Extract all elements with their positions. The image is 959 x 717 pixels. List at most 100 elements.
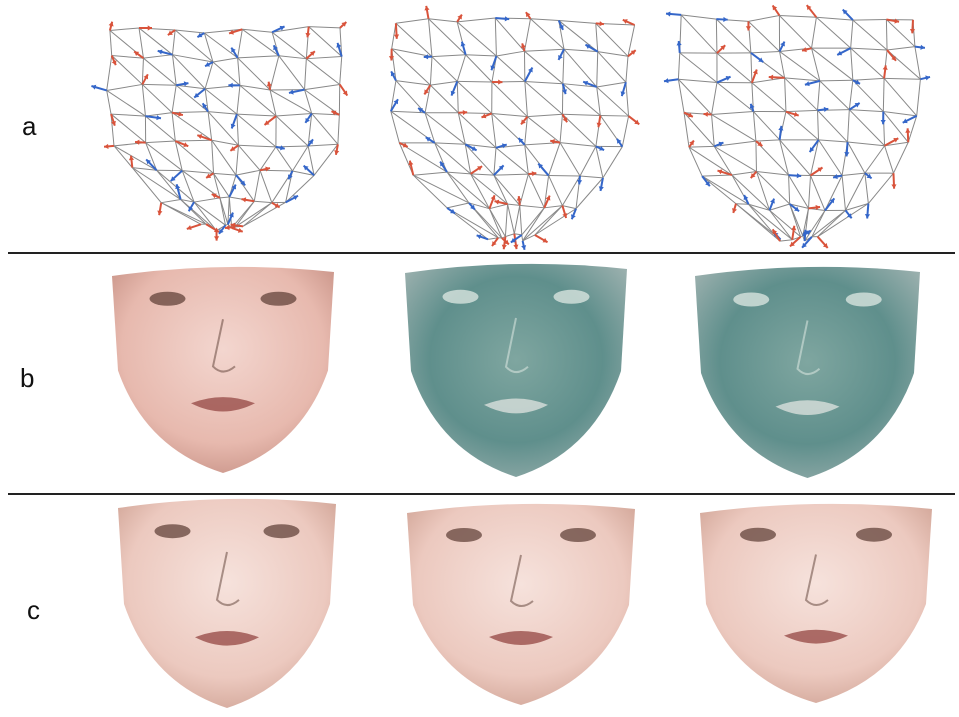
arrow-head	[844, 152, 850, 157]
mesh-edge	[850, 47, 885, 79]
arrow-head	[498, 165, 504, 171]
mesh-edge	[182, 170, 214, 174]
arrow-head	[183, 81, 189, 87]
mesh-edge	[237, 57, 241, 86]
mesh-edge	[784, 77, 818, 111]
mesh-edge	[143, 57, 177, 86]
mesh-edge	[867, 172, 894, 204]
mesh-edge	[211, 139, 239, 146]
mesh-edge	[688, 146, 733, 176]
mesh-edge	[677, 79, 685, 113]
arrow-head	[331, 110, 337, 116]
mesh-edge	[852, 19, 888, 51]
mesh-edge	[779, 14, 817, 18]
mesh-edge	[562, 83, 601, 116]
arrow-head	[188, 206, 194, 212]
mesh-edge	[523, 18, 531, 52]
mesh-edge	[465, 54, 497, 57]
arrow-head	[570, 214, 576, 220]
arrow-head	[920, 44, 925, 50]
arrow-head	[305, 117, 310, 123]
mesh-edge	[789, 203, 809, 209]
arrow-head	[791, 225, 797, 231]
arrow-head	[156, 115, 161, 121]
mesh-edge	[595, 23, 599, 52]
mesh-edge	[228, 196, 233, 228]
mesh-edge	[456, 81, 459, 113]
mesh-edge	[446, 171, 490, 210]
mesh-edge	[530, 18, 565, 50]
face-shape	[112, 266, 334, 473]
arrow-head	[583, 80, 589, 86]
mesh-edge	[596, 86, 629, 117]
arrow-head	[265, 166, 270, 172]
mesh-edge	[446, 171, 470, 204]
mesh-edge	[138, 27, 144, 59]
arrow-head	[450, 208, 456, 214]
mesh-edge	[470, 173, 508, 205]
mesh-edge	[207, 111, 213, 141]
mesh-edge	[468, 202, 490, 210]
eye	[845, 292, 882, 307]
mesh-edge	[597, 51, 627, 83]
arrow-head	[723, 16, 728, 23]
mesh-edge	[731, 171, 757, 176]
arrow-head	[288, 89, 294, 95]
arrow-head	[772, 229, 778, 235]
mesh-edge	[181, 170, 195, 203]
mesh-edge	[391, 48, 433, 58]
mesh-edge	[817, 210, 846, 238]
mesh-edge	[239, 84, 277, 117]
mesh-edge	[883, 111, 917, 117]
mesh-edge	[524, 81, 563, 115]
arrow-head	[206, 173, 212, 178]
mesh-edge	[395, 22, 433, 58]
arrow-head	[725, 75, 731, 81]
mesh-edge	[679, 52, 718, 83]
mesh-edge	[711, 111, 754, 116]
mesh-edge	[849, 109, 884, 113]
mesh-edge	[563, 48, 598, 88]
arrow-head	[104, 143, 109, 149]
mesh-edge	[237, 55, 279, 59]
arrow-head	[562, 117, 568, 123]
arrow-head	[504, 16, 510, 22]
mesh-edge	[456, 54, 467, 82]
arrow-head	[402, 142, 408, 148]
mesh-edge	[884, 141, 909, 147]
arrow-head	[855, 79, 861, 85]
mesh-edge	[132, 167, 181, 200]
mesh-edge	[110, 113, 146, 144]
mesh-edge	[212, 57, 238, 63]
arrow-head	[202, 103, 208, 109]
arrow-head	[510, 237, 516, 243]
mesh-edge	[337, 114, 340, 145]
arrow-head	[513, 244, 519, 250]
mesh-edge	[916, 79, 921, 116]
mesh-edge	[886, 46, 915, 51]
mesh-edge	[597, 51, 629, 57]
arrow-head	[228, 82, 233, 88]
mesh-edge	[907, 115, 918, 143]
arrow-head	[280, 145, 285, 151]
mesh-edge	[269, 89, 312, 114]
arrow-head	[230, 222, 236, 228]
arrow-head	[146, 159, 152, 165]
mesh-edge	[847, 109, 850, 143]
mesh-edge	[521, 207, 545, 236]
mesh-edge	[882, 111, 909, 143]
mesh-edge	[748, 21, 780, 52]
mesh-edge	[488, 208, 503, 239]
mesh-edge	[213, 173, 230, 198]
mesh-edge	[914, 46, 921, 80]
arrow-head	[802, 242, 807, 248]
arrow-head	[178, 111, 183, 117]
mesh-edge	[818, 139, 848, 143]
arrow-head	[599, 21, 604, 27]
mesh-edge	[884, 77, 921, 80]
mesh-edge	[156, 169, 195, 203]
mesh-edge	[395, 80, 426, 114]
mesh-edge	[847, 141, 866, 174]
arrow-head	[545, 195, 551, 201]
face-rows	[112, 263, 932, 708]
